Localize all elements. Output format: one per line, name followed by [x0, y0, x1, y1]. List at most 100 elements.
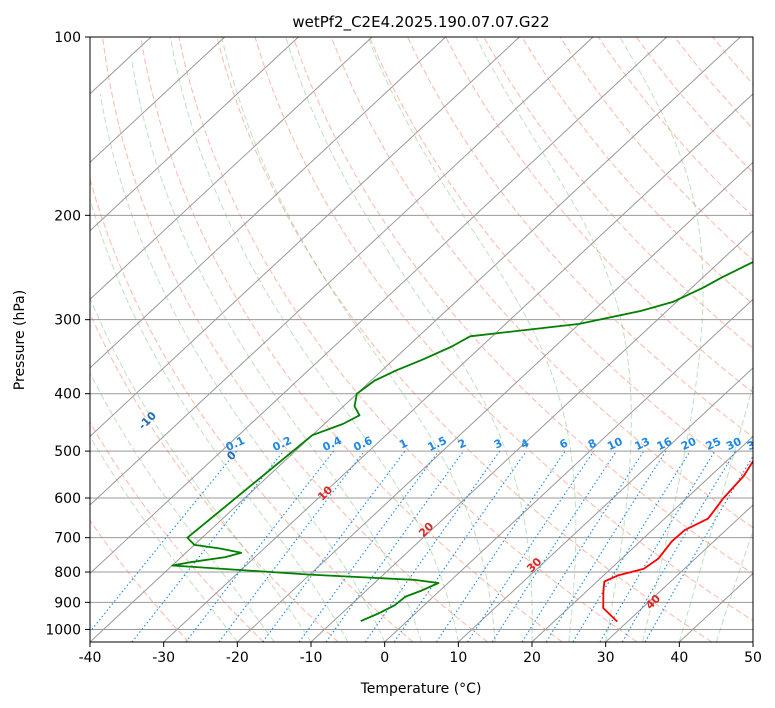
- y-tick-label: 400: [54, 387, 81, 403]
- mixing-ratio-label: 36: [745, 435, 765, 453]
- isotherm-line: [236, 161, 753, 642]
- moist-adiabat-line: [131, 61, 422, 642]
- dry-adiabat-line: [597, 37, 753, 218]
- mixing-ratio-label: 6: [558, 436, 571, 451]
- mixing-ratio-line: [599, 450, 716, 642]
- y-tick-label: 100: [54, 30, 81, 46]
- x-axis-label: Temperature (°C): [360, 681, 482, 697]
- dry-adiabat-line: [483, 37, 753, 349]
- isotherm-line: [90, 37, 447, 369]
- dry-adiabat-label: 40: [643, 592, 663, 612]
- mixing-ratio-line: [491, 450, 617, 642]
- dry-adiabat-line: [90, 421, 264, 642]
- dry-adiabat-label: -30: [0, 332, 9, 355]
- mixing-ratio-label: 10: [605, 435, 625, 453]
- x-tick-label: -20: [226, 650, 249, 666]
- isotherm-line: [90, 37, 741, 642]
- dry-adiabat-line: [521, 37, 753, 305]
- dry-adiabat-line: [330, 37, 753, 529]
- y-tick-label: 200: [54, 208, 81, 224]
- mixing-ratio-line: [572, 450, 691, 642]
- isotherm-line: [605, 504, 753, 642]
- dry-adiabat-line: [368, 37, 753, 483]
- moist-adiabat-line: [90, 435, 238, 642]
- y-tick-label: 500: [54, 444, 81, 460]
- mixing-ratio-label: 2: [456, 436, 468, 451]
- x-tick-label: 30: [597, 650, 615, 666]
- x-tick-label: 0: [380, 650, 389, 666]
- y-tick-label: 900: [54, 595, 81, 611]
- dry-adiabat-label: -10: [136, 409, 159, 432]
- isotherm-line: [457, 367, 753, 642]
- dry-adiabat-line: [90, 312, 339, 642]
- moist-adiabat-line: [90, 296, 312, 642]
- isotherm-line: [90, 37, 668, 575]
- dry-adiabat-line: [407, 37, 753, 438]
- x-tick-label: -10: [300, 650, 323, 666]
- mixing-ratio-line: [393, 450, 527, 642]
- mixing-ratio-line: [467, 450, 595, 642]
- dry-adiabat-line: [254, 37, 753, 622]
- dry-adiabat-line: [178, 37, 638, 642]
- isotherm-line: [90, 37, 299, 232]
- isotherm-line: [384, 298, 753, 642]
- isotherm-line: [90, 37, 373, 301]
- isotherm-line: [90, 37, 594, 506]
- moist-adiabat-line: [169, 37, 459, 642]
- x-tick-label: 20: [523, 650, 541, 666]
- y-tick-label: 300: [54, 313, 81, 329]
- isotherm-line: [0, 37, 4, 642]
- dry-adiabat-line: [712, 37, 753, 86]
- mixing-ratio-line: [521, 450, 645, 642]
- x-tick-label: 50: [744, 650, 762, 666]
- mixing-ratio-label: 20: [679, 435, 699, 453]
- chart-title: wetPf2_C2E4.2025.190.07.07.G22: [292, 13, 549, 32]
- moist-adiabat-line: [475, 37, 632, 642]
- moist-adiabat-line: [367, 37, 577, 642]
- isotherm-line: [310, 230, 753, 642]
- dry-adiabat-line: [102, 37, 488, 642]
- mixing-ratio-line: [545, 450, 667, 642]
- moist-adiabat-line: [99, 94, 386, 642]
- mixing-ratio-label: 13: [633, 435, 652, 453]
- mixing-ratio-label: 25: [704, 435, 723, 453]
- moist-adiabat-line: [715, 529, 753, 642]
- y-tick-label: 800: [54, 565, 81, 581]
- mixing-ratio-line: [131, 450, 285, 642]
- mixing-ratio-line: [90, 450, 238, 633]
- dewpoint-profile-line: [171, 260, 753, 622]
- dry-adiabat-line: [90, 519, 190, 642]
- moist-adiabat-line: [619, 37, 704, 642]
- moist-adiabat-line: [285, 37, 533, 642]
- moist-adiabat-line: [90, 197, 349, 642]
- mixing-ratio-line: [325, 450, 465, 642]
- moist-adiabat-line: [90, 371, 275, 642]
- x-tick-label: -30: [152, 650, 175, 666]
- mixing-ratio-line: [364, 450, 501, 642]
- y-tick-label: 600: [54, 491, 81, 507]
- y-tick-label: 700: [54, 531, 81, 547]
- isotherm-line: [531, 435, 753, 642]
- isotherm-line: [90, 37, 226, 163]
- isotherm-line: [163, 93, 753, 642]
- plot-frame: [89, 36, 754, 643]
- dry-adiabat-line: [292, 37, 753, 575]
- mixing-ratio-line: [262, 450, 406, 642]
- x-tick-label: 10: [449, 650, 467, 666]
- isotherm-line: [90, 37, 520, 438]
- isotherm-line: [678, 572, 753, 642]
- y-axis-label: Pressure (hPa): [12, 290, 28, 390]
- dry-adiabat-line: [216, 37, 712, 642]
- mixing-ratio-label: 30: [724, 435, 744, 453]
- dry-adiabat-line: [140, 37, 563, 642]
- x-tick-label: 40: [670, 650, 688, 666]
- mixing-ratio-line: [218, 450, 365, 642]
- moist-adiabat-line: [678, 383, 753, 642]
- mixing-ratio-line: [298, 450, 440, 642]
- temperature-profile-line: [602, 459, 753, 623]
- mixing-ratio-line: [435, 450, 566, 642]
- dry-adiabat-line: [750, 37, 753, 41]
- y-tick-label: 1000: [45, 622, 81, 638]
- x-tick-label: -40: [79, 650, 102, 666]
